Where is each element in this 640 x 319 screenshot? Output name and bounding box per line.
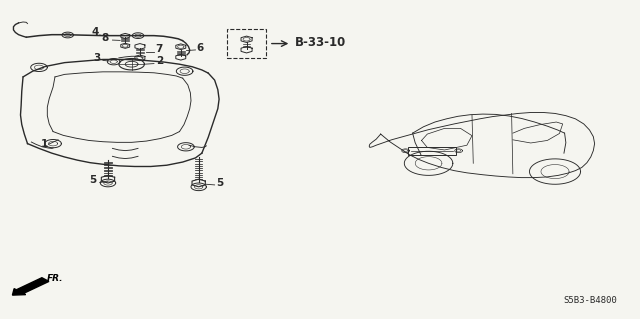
Text: 5: 5 bbox=[89, 175, 96, 185]
Text: B-33-10: B-33-10 bbox=[294, 36, 346, 49]
Text: 6: 6 bbox=[196, 43, 204, 53]
Text: 2: 2 bbox=[156, 56, 163, 66]
Text: 1: 1 bbox=[41, 139, 48, 149]
Text: 7: 7 bbox=[156, 44, 163, 54]
Text: 5: 5 bbox=[216, 178, 223, 188]
Text: 3: 3 bbox=[93, 53, 100, 63]
Text: S5B3-B4800: S5B3-B4800 bbox=[563, 296, 617, 305]
Text: 4: 4 bbox=[92, 27, 99, 37]
FancyArrow shape bbox=[12, 278, 49, 295]
Text: 8: 8 bbox=[102, 33, 109, 43]
Text: FR.: FR. bbox=[47, 274, 63, 283]
